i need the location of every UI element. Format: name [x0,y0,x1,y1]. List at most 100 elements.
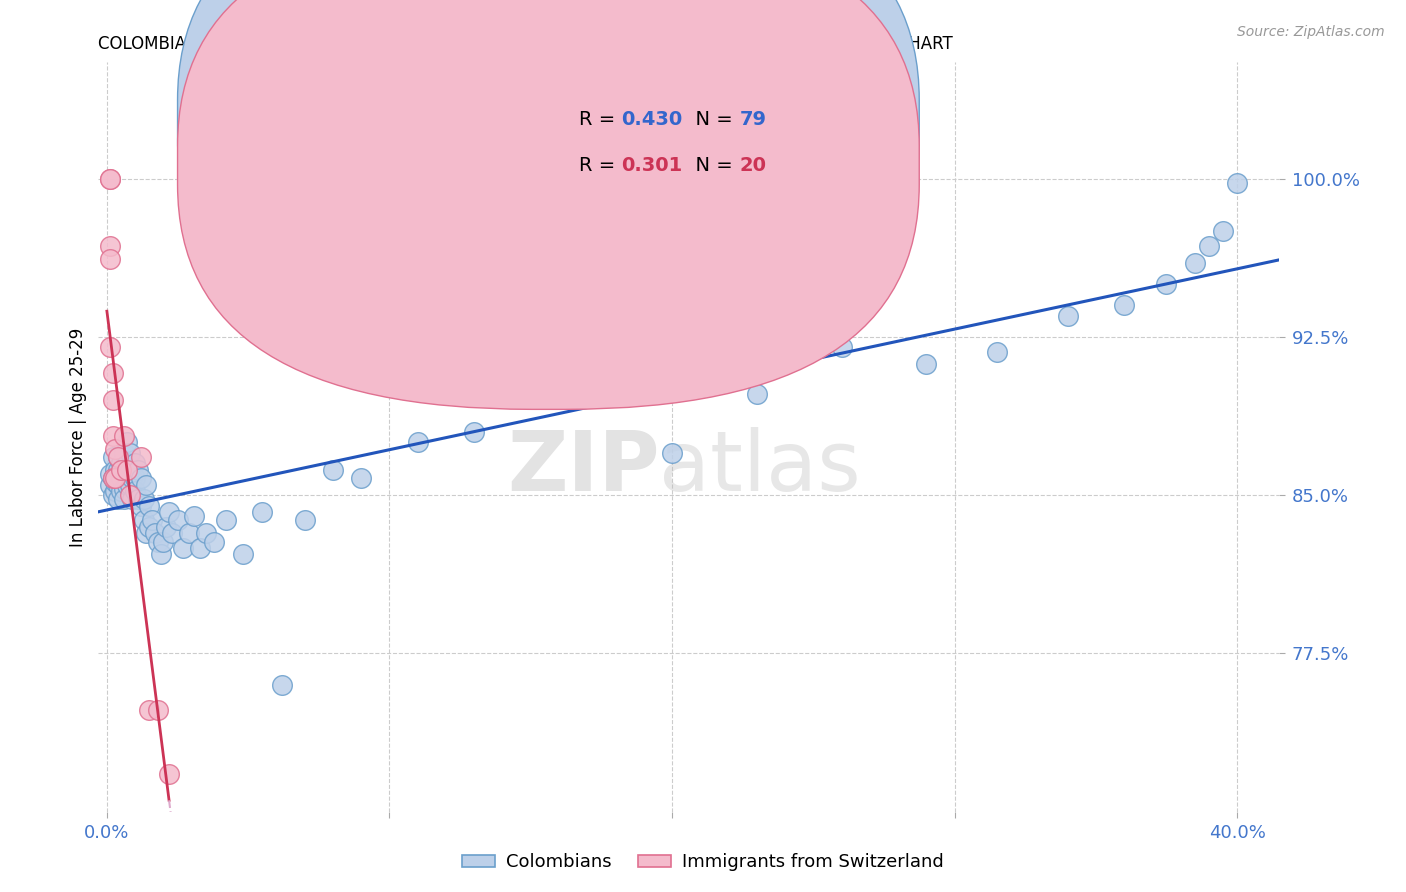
Point [661,446,683,460]
Point [271,678,294,692]
Text: R =: R = [579,155,621,175]
Point [322,463,344,477]
Point [1212,224,1234,238]
Point [135,526,157,541]
Point [112,429,135,443]
Point [166,513,188,527]
Point [252,505,274,519]
Point [104,471,127,485]
Point [124,457,146,471]
Point [214,513,236,527]
Point [124,471,146,485]
Text: atlas: atlas [659,426,860,508]
Text: Source: ZipAtlas.com: Source: ZipAtlas.com [1237,25,1385,39]
Point [118,463,141,477]
Point [1198,239,1220,253]
Point [157,505,180,519]
Point [138,520,160,534]
Point [98,477,121,491]
Point [127,492,149,507]
Point [177,526,200,541]
Point [107,492,129,507]
Point [831,340,853,354]
Point [98,171,121,186]
Point [188,541,211,555]
Point [101,471,124,485]
Point [121,471,143,485]
Point [101,393,124,408]
Point [157,766,180,780]
Point [118,446,141,460]
Point [110,471,132,485]
Point [127,463,149,477]
Text: N =: N = [683,110,740,128]
FancyBboxPatch shape [177,0,920,409]
Point [110,463,132,477]
Point [110,483,132,498]
Point [121,492,143,507]
Point [112,446,135,460]
Point [107,463,129,477]
Point [112,492,135,507]
Legend: Colombians, Immigrants from Switzerland: Colombians, Immigrants from Switzerland [456,847,950,879]
Point [350,471,373,485]
Point [110,457,132,471]
Point [124,483,146,498]
Point [118,477,141,491]
Point [101,488,124,502]
Text: 0.430: 0.430 [621,110,683,128]
Point [152,534,174,549]
Point [135,477,157,491]
Point [141,513,163,527]
Point [294,513,316,527]
Point [115,435,138,450]
Point [104,475,127,490]
Point [406,435,429,450]
Point [107,477,129,491]
Point [172,541,194,555]
Point [112,463,135,477]
Point [183,509,205,524]
Point [104,483,127,498]
Text: ZIP: ZIP [508,426,659,508]
Point [1184,256,1206,270]
FancyBboxPatch shape [177,0,920,364]
Point [155,520,177,534]
Point [112,482,135,496]
Point [463,425,485,439]
Point [146,703,169,717]
Point [104,471,127,485]
Point [98,467,121,481]
Point [129,499,152,513]
Point [138,499,160,513]
Point [143,526,166,541]
FancyBboxPatch shape [506,78,807,209]
Point [98,171,121,186]
Text: N =: N = [683,155,740,175]
Point [98,252,121,266]
Point [115,477,138,491]
Point [1112,298,1135,312]
Point [149,547,172,561]
Point [915,357,938,371]
Point [138,703,160,717]
Point [115,457,138,471]
Point [129,471,152,485]
Point [519,351,541,365]
Text: 0.301: 0.301 [621,155,683,175]
Point [132,513,155,527]
Point [104,442,127,456]
Point [101,429,124,443]
Point [745,386,768,401]
Point [98,340,121,354]
Point [107,450,129,464]
Point [132,492,155,507]
Point [118,488,141,502]
Point [202,534,225,549]
Point [231,547,253,561]
Point [104,463,127,477]
Point [115,463,138,477]
Point [101,366,124,380]
Point [1156,277,1178,291]
Point [1056,309,1078,323]
